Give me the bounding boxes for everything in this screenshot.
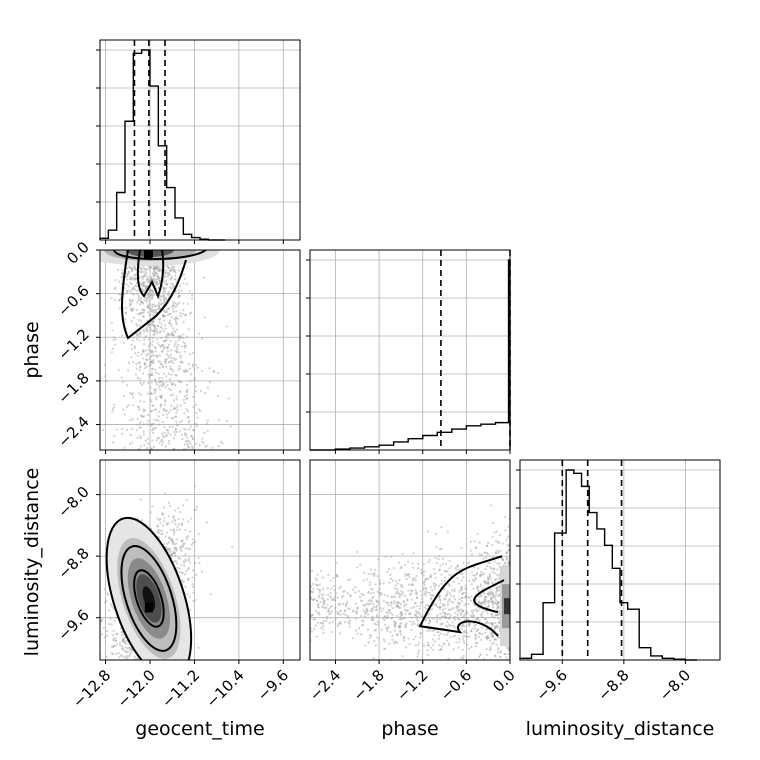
scatter-panel-phase-vs-luminosity-distance bbox=[309, 459, 511, 664]
x-axis-label-phase: phase bbox=[381, 718, 438, 740]
x-axis-label-luminosity-distance: luminosity_distance bbox=[526, 718, 715, 740]
histogram-panel-geocent-time bbox=[96, 39, 301, 244]
scatter-panel-geocent-time-vs-luminosity-distance bbox=[96, 459, 301, 664]
contour-line bbox=[418, 555, 503, 637]
density-peak bbox=[144, 250, 153, 258]
panel-frame bbox=[309, 249, 511, 451]
scatter-panel-geocent-time-vs-phase bbox=[96, 249, 301, 454]
histogram-panel-phase bbox=[306, 249, 511, 454]
contour-line bbox=[133, 569, 165, 628]
panel-frame bbox=[309, 459, 511, 661]
contour-line bbox=[120, 545, 178, 652]
panel-frame bbox=[99, 249, 301, 451]
panel-frame bbox=[99, 39, 301, 241]
histogram-panel-luminosity-distance bbox=[516, 459, 721, 664]
density-cell bbox=[504, 598, 510, 615]
contour-line bbox=[473, 579, 505, 614]
panel-frame bbox=[519, 459, 721, 661]
contour-line bbox=[136, 250, 165, 299]
contour-line bbox=[105, 516, 193, 660]
y-axis-label-phase: phase bbox=[21, 321, 43, 378]
panel-frame bbox=[99, 459, 301, 661]
x-axis-label-geocent-time: geocent_time bbox=[135, 718, 264, 740]
scatter-points bbox=[100, 485, 234, 660]
contour-line bbox=[113, 250, 207, 260]
scatter-points bbox=[100, 250, 232, 450]
y-axis-label-luminosity-distance: luminosity_distance bbox=[21, 468, 43, 657]
density-peak bbox=[144, 602, 153, 613]
histogram-steps bbox=[310, 259, 511, 451]
histogram-steps bbox=[99, 49, 225, 241]
contour-line bbox=[121, 250, 187, 340]
scatter-points bbox=[310, 504, 510, 660]
histogram-steps bbox=[519, 469, 697, 661]
